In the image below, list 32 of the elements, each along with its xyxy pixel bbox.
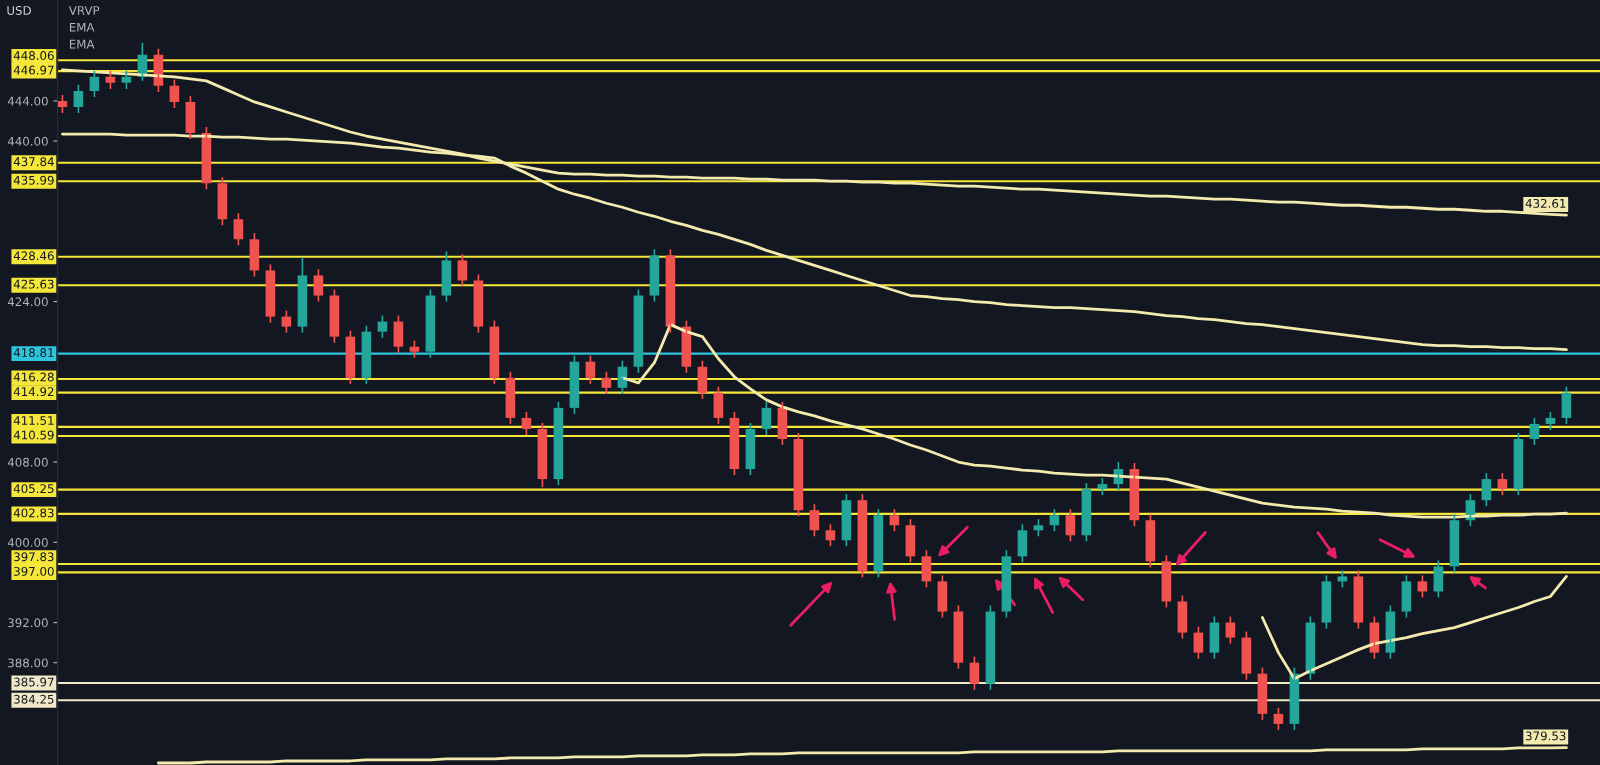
ref-line-label: 418.81 (13, 348, 54, 358)
annotation: EMA (69, 22, 95, 32)
ref-line-label: 411.51 (13, 416, 54, 425)
line-series (157, 746, 1568, 765)
text: USD (7, 5, 31, 15)
ref-line-label: 397.00 (14, 566, 54, 576)
ref-line-label: 416.28 (13, 372, 54, 382)
y-tick-label: 408.00 (7, 457, 48, 467)
ref-line-label: 437.84 (13, 157, 54, 167)
ref-line-label: 435.99 (13, 175, 54, 185)
ref-line-label: 414.92 (13, 387, 54, 397)
annotation: EMA (69, 39, 95, 49)
y-tick-label: 392.00 (8, 618, 48, 628)
ref-line-label: 384.25 (14, 694, 54, 704)
data-label: 432.61 (1525, 198, 1566, 208)
ref-line-label: 402.83 (13, 508, 54, 518)
data-label: 379.53 (1525, 731, 1566, 741)
y-tick-label: 388.00 (8, 658, 48, 668)
ref-line-label: 397.83 (14, 552, 54, 562)
ref-line-label: 410.59 (13, 430, 54, 440)
y-tick-label: 424.00 (7, 297, 48, 307)
ref-line-label: 405.25 (13, 484, 54, 494)
ref-line-label: 448.06 (13, 51, 54, 60)
ref-line-label: 385.97 (14, 677, 54, 687)
y-tick-label: 440.00 (7, 136, 48, 146)
line-series (1261, 575, 1568, 681)
ref-line-label: 425.63 (13, 279, 54, 289)
y-tick-label: 400.00 (7, 538, 48, 547)
y-tick-label: 444.00 (7, 96, 48, 106)
ref-line-label: 428.46 (13, 251, 54, 261)
ref-line-label: 446.97 (13, 65, 54, 75)
annotation: VRVP (68, 6, 100, 15)
